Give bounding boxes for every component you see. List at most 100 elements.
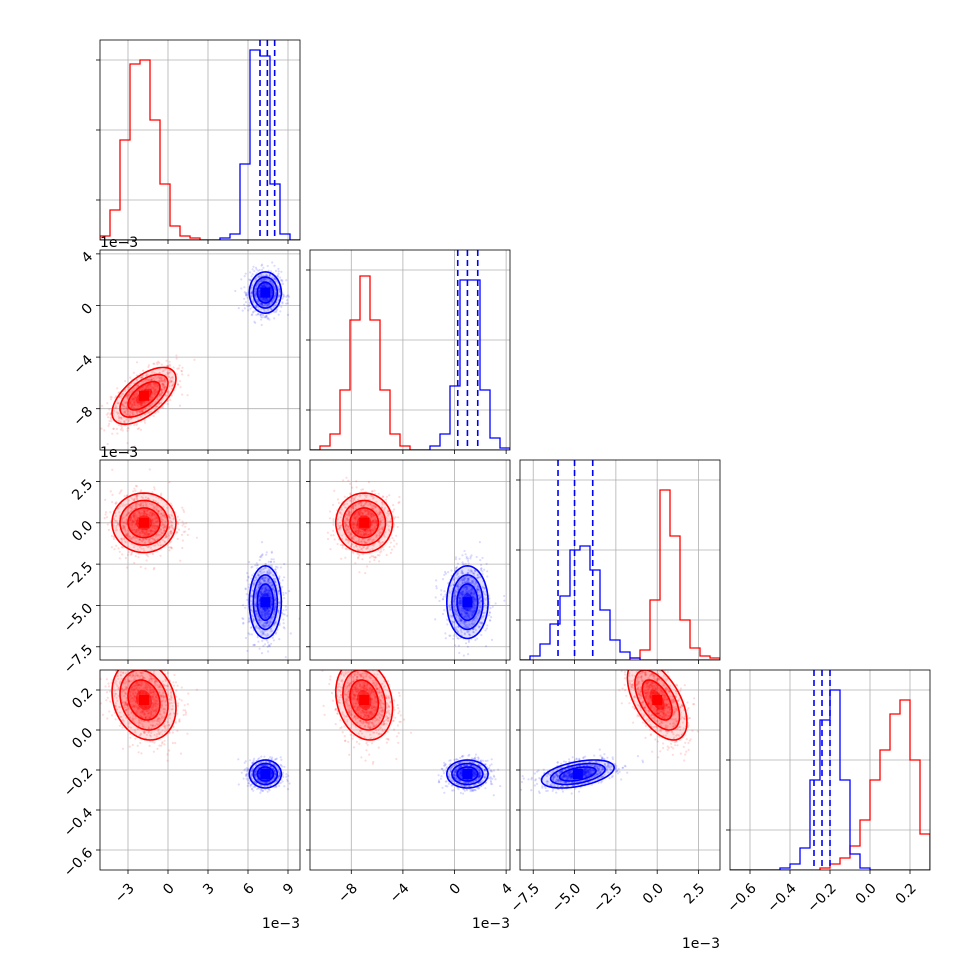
- sample-point: [263, 570, 266, 574]
- sample-point: [248, 633, 251, 636]
- sample-point: [373, 556, 376, 559]
- sample-point: [133, 497, 136, 500]
- sample-point: [270, 597, 273, 600]
- sample-point: [289, 632, 292, 635]
- sample-point: [162, 524, 165, 527]
- sample-point: [117, 423, 120, 427]
- sample-point: [142, 512, 145, 516]
- sample-point: [163, 514, 166, 517]
- sample-point: [263, 633, 267, 636]
- sample-point: [156, 534, 159, 537]
- sample-point: [147, 532, 150, 536]
- sample-point: [143, 380, 146, 383]
- sample-point: [237, 307, 240, 310]
- panels-layer: −3 0 3 6 91e−3−8 −4 0 41e−3−7.5 −5.0 −2.5 0.0 2.51e…: [61, 39, 931, 952]
- sample-point: [160, 492, 163, 495]
- sample-point: [147, 545, 150, 548]
- sample-point: [267, 615, 270, 618]
- sample-point: [337, 501, 340, 504]
- sample-point: [162, 388, 165, 391]
- sample-point: [263, 610, 266, 614]
- sample-point: [269, 290, 272, 293]
- sample-point: [247, 586, 251, 589]
- sample-point: [354, 504, 357, 507]
- sample-point: [134, 503, 138, 506]
- sample-point: [123, 495, 126, 498]
- sample-point: [267, 594, 270, 597]
- sample-point: [376, 554, 379, 557]
- sample-point: [261, 279, 264, 282]
- sample-point: [276, 566, 279, 569]
- sample-point: [261, 593, 264, 596]
- sample-point: [277, 270, 280, 273]
- sample-point: [133, 515, 136, 518]
- sample-point: [185, 522, 188, 525]
- sample-point: [123, 516, 126, 519]
- sample-point: [266, 297, 269, 300]
- sample-point: [340, 508, 343, 511]
- sample-point: [153, 371, 156, 374]
- sample-point: [151, 371, 154, 374]
- sample-point: [156, 385, 159, 388]
- sample-point: [367, 533, 370, 536]
- sample-point: [341, 543, 344, 547]
- sample-point: [355, 524, 358, 528]
- sample-point: [182, 510, 186, 513]
- sample-point: [112, 517, 115, 521]
- sample-point: [125, 534, 128, 537]
- sample-point: [266, 570, 269, 573]
- sample-point: [251, 268, 254, 271]
- sample-point: [265, 273, 268, 276]
- sample-point: [109, 398, 113, 401]
- sample-point: [161, 539, 165, 542]
- sample-point: [264, 576, 267, 579]
- sample-point: [249, 307, 252, 310]
- sample-point: [164, 394, 167, 397]
- sample-point: [117, 401, 120, 404]
- sample-point: [151, 512, 155, 515]
- sample-point: [262, 283, 265, 286]
- sample-point: [344, 547, 347, 550]
- sample-point: [264, 297, 268, 300]
- sample-point: [362, 532, 365, 535]
- sample-point: [286, 313, 290, 316]
- sample-point: [150, 529, 153, 532]
- sample-point: [262, 314, 265, 317]
- sample-point: [129, 400, 132, 404]
- sample-point: [133, 523, 137, 527]
- sample-point: [153, 566, 156, 570]
- sample-point: [149, 529, 152, 532]
- sample-point: [121, 527, 124, 530]
- sample-point: [267, 589, 270, 592]
- sample-point: [265, 274, 268, 277]
- sample-point: [270, 291, 273, 295]
- sample-point: [125, 413, 128, 417]
- sample-point: [265, 314, 268, 317]
- sample-point: [272, 588, 275, 591]
- sample-point: [378, 554, 381, 557]
- axes-frame: [99, 39, 301, 241]
- sample-point: [151, 519, 154, 522]
- sample-point: [270, 289, 273, 292]
- sample-point: [268, 622, 271, 626]
- sample-point: [265, 621, 268, 624]
- sample-point: [144, 496, 147, 499]
- sample-point: [136, 536, 139, 540]
- sample-point: [123, 521, 126, 524]
- sample-point: [150, 396, 154, 399]
- sample-point: [397, 516, 400, 519]
- sample-point: [141, 402, 144, 405]
- sample-point: [270, 603, 273, 606]
- sample-point: [326, 537, 330, 541]
- sample-point: [167, 515, 170, 518]
- sample-point: [139, 415, 142, 418]
- sample-point: [264, 612, 267, 615]
- sample-point: [134, 404, 137, 407]
- sample-point: [277, 286, 280, 290]
- sample-point: [261, 304, 264, 307]
- sample-point: [391, 537, 394, 540]
- sample-point: [140, 504, 143, 507]
- sample-point: [255, 288, 258, 291]
- sample-point: [265, 622, 268, 625]
- sample-point: [134, 555, 137, 558]
